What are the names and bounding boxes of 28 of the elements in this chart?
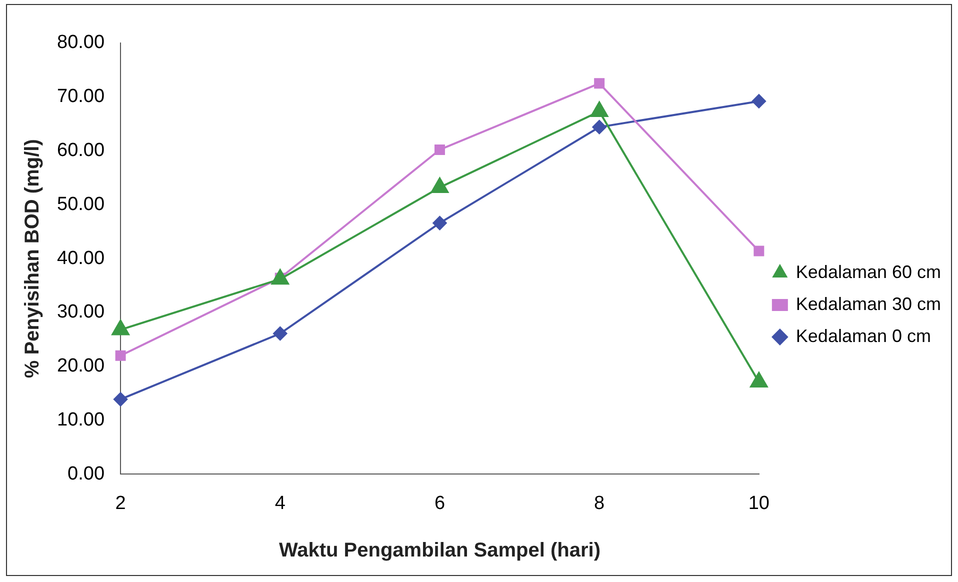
y-tick-label: 80.00 — [57, 32, 105, 54]
point — [114, 392, 128, 406]
point — [752, 94, 766, 108]
legend-label: Kedalaman 30 cm — [796, 294, 942, 314]
point — [754, 246, 764, 256]
y-axis-title: % Penyisihan BOD (mg/l) — [22, 139, 44, 378]
legend-label: Kedalaman 60 cm — [796, 262, 942, 282]
x-tick-label: 4 — [274, 492, 286, 514]
point — [594, 78, 605, 89]
y-tick-label: 70.00 — [57, 86, 105, 108]
y-tick-label: 40.00 — [57, 248, 105, 269]
x-tick-label: 8 — [594, 492, 605, 514]
point — [434, 144, 445, 155]
legend-label: Kedalaman 0 cm — [796, 326, 931, 346]
point — [592, 120, 606, 134]
y-tick-label: 50.00 — [57, 194, 105, 215]
y-tick-label: 20.00 — [57, 356, 105, 377]
y-tick-label: 10.00 — [57, 410, 105, 431]
x-tick-label: 2 — [115, 492, 126, 514]
x-tick-label: 10 — [748, 492, 770, 514]
point — [115, 350, 126, 361]
point — [432, 216, 447, 230]
x-tick-label: 6 — [434, 492, 446, 514]
y-tick-label: 60.00 — [57, 140, 105, 162]
y-tick-label: 30.00 — [57, 302, 105, 323]
point — [273, 326, 288, 341]
y-tick-label: 0.00 — [68, 463, 105, 484]
x-axis-title: Waktu Pengambilan Sampel (hari) — [278, 540, 601, 562]
